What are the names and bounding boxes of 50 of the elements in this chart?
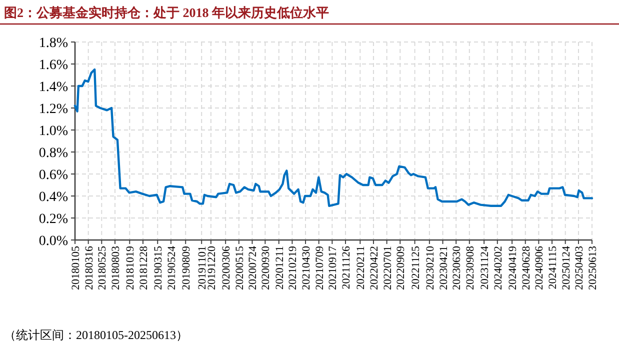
x-tick-label: 20181228 (138, 246, 150, 290)
x-tick-label: 20190809 (180, 246, 193, 290)
x-tick-label: 20190524 (166, 246, 178, 290)
x-tick-label: 20250124 (560, 246, 572, 290)
y-tick-label: 1.6% (38, 58, 68, 73)
x-tick-label: 20180316 (83, 246, 96, 290)
x-tick-label: 20230421 (438, 246, 450, 290)
y-tick-label: 1.8% (38, 36, 68, 51)
x-tick-label: 20200515 (234, 246, 246, 290)
y-tick-label: 0.4% (38, 190, 68, 205)
x-tick-label: 20200930 (260, 246, 272, 290)
x-tick-label: 20250403 (573, 246, 586, 290)
y-tick-label: 1.2% (38, 102, 68, 117)
y-tick-label: 0.2% (38, 212, 68, 227)
x-tick-label: 20180525 (96, 246, 109, 290)
line-series (74, 68, 594, 207)
y-tick-label: 1.0% (38, 124, 68, 139)
x-tick-label: 20210709 (314, 246, 326, 290)
x-tick-label: 20220701 (382, 246, 394, 290)
x-tick-label: 20250613 (587, 246, 599, 290)
y-tick-label: 0.6% (38, 168, 68, 183)
y-tick-label: 0.8% (38, 146, 68, 161)
x-tick-label: 20180803 (110, 246, 122, 290)
x-tick-label: 20200306 (220, 246, 233, 290)
x-tick-label: 20210430 (300, 246, 313, 290)
x-tick-label: 20220909 (395, 246, 408, 290)
x-tick-label: 20230908 (464, 246, 476, 290)
x-tick-label: 20201211 (274, 246, 286, 290)
y-tick-label: 1.4% (38, 80, 68, 95)
text: （统计区间：20180105-20250613） (4, 328, 188, 342)
x-tick-label: 20180105 (70, 246, 82, 290)
x-tick-label: 20220211 (355, 246, 368, 290)
x-tick-label: 20240419 (507, 246, 520, 290)
x-tick-label: 20220422 (368, 246, 380, 290)
x-tick-label: 20240202 (492, 246, 504, 290)
x-tick-label: 20230630 (451, 246, 464, 290)
x-tick-label: 20200724 (247, 246, 260, 290)
x-tick-label: 20211126 (340, 246, 352, 290)
chart-title: 图2：公募基金实时持仓：处于 2018 年以来历史低位水平 (4, 5, 329, 20)
x-tick-label: 20210219 (287, 246, 300, 290)
x-tick-label: 20240906 (534, 246, 546, 290)
x-tick-label: 20240628 (520, 246, 532, 290)
x-tick-label: 20190315 (152, 246, 165, 290)
x-tick-label: 20231124 (479, 246, 492, 290)
x-tick-label: 20241115 (547, 246, 560, 290)
x-tick-label: 20230210 (424, 246, 436, 290)
x-tick-label: 20210917 (327, 246, 340, 290)
x-tick-label: 20221125 (410, 246, 422, 290)
x-tick-label: 20181019 (124, 246, 137, 290)
y-tick-label: 0.0% (38, 234, 68, 249)
